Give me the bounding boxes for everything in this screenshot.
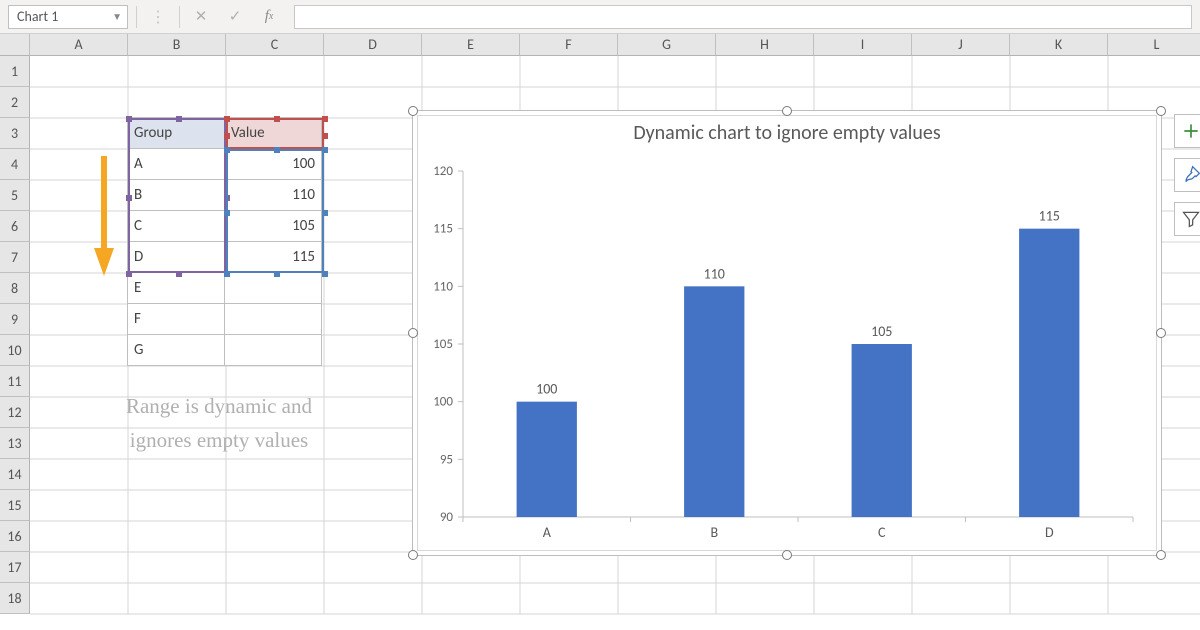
- down-arrow-icon: [92, 156, 116, 280]
- row-header[interactable]: 14: [0, 459, 30, 490]
- row-header[interactable]: 5: [0, 180, 30, 211]
- row-header[interactable]: 1: [0, 56, 30, 87]
- column-header[interactable]: D: [324, 34, 422, 56]
- chevron-down-icon[interactable]: ▼: [112, 10, 122, 23]
- cell[interactable]: Group: [127, 117, 225, 149]
- column-header[interactable]: F: [520, 34, 618, 56]
- row-header[interactable]: 7: [0, 242, 30, 273]
- resize-handle-e[interactable]: [1156, 328, 1166, 338]
- svg-text:110: 110: [433, 279, 453, 294]
- row-header[interactable]: 18: [0, 583, 30, 614]
- svg-text:100: 100: [433, 395, 453, 410]
- row-header[interactable]: 15: [0, 490, 30, 521]
- resize-handle-se[interactable]: [1156, 550, 1166, 560]
- cell[interactable]: [224, 334, 322, 366]
- cell[interactable]: G: [127, 334, 225, 366]
- cell[interactable]: 110: [224, 179, 322, 211]
- cell[interactable]: C: [127, 210, 225, 242]
- column-header[interactable]: K: [1010, 34, 1108, 56]
- svg-text:105: 105: [433, 337, 453, 352]
- row-header[interactable]: 2: [0, 87, 30, 118]
- svg-text:100: 100: [536, 381, 557, 398]
- cell[interactable]: 115: [224, 241, 322, 273]
- select-all-corner[interactable]: [0, 34, 30, 56]
- row-header[interactable]: 8: [0, 273, 30, 304]
- row-header[interactable]: 11: [0, 366, 30, 397]
- row-header[interactable]: 10: [0, 335, 30, 366]
- svg-text:110: 110: [704, 265, 725, 282]
- data-table[interactable]: GroupValueA100B110C105D115EFG: [128, 118, 322, 366]
- name-box[interactable]: Chart 1 ▼: [8, 5, 128, 29]
- row-header[interactable]: 16: [0, 521, 30, 552]
- enter-icon[interactable]: ✓: [222, 5, 248, 29]
- chart-plot-area[interactable]: 90 95 100 105 110 115 120 100 A 110 B 105 C 115 D: [413, 111, 1163, 557]
- column-header[interactable]: J: [912, 34, 1010, 56]
- column-header[interactable]: C: [226, 34, 324, 56]
- bar[interactable]: [852, 344, 912, 517]
- cell[interactable]: D: [127, 241, 225, 273]
- svg-text:115: 115: [433, 222, 453, 237]
- cell[interactable]: E: [127, 272, 225, 304]
- cell[interactable]: Value: [224, 117, 322, 149]
- svg-text:120: 120: [433, 164, 453, 179]
- column-header[interactable]: E: [422, 34, 520, 56]
- resize-handle-w[interactable]: [408, 328, 418, 338]
- column-header[interactable]: A: [30, 34, 128, 56]
- cell[interactable]: B: [127, 179, 225, 211]
- bar[interactable]: [517, 402, 577, 517]
- cell[interactable]: [224, 272, 322, 304]
- cells-area[interactable]: GroupValueA100B110C105D115EFG Range is d…: [30, 56, 1200, 630]
- cell[interactable]: 100: [224, 148, 322, 180]
- row-header[interactable]: 6: [0, 211, 30, 242]
- chart-filter-button[interactable]: [1174, 202, 1200, 236]
- row-header[interactable]: 9: [0, 304, 30, 335]
- formula-input[interactable]: [294, 5, 1192, 29]
- resize-handle-ne[interactable]: [1156, 106, 1166, 116]
- cell[interactable]: [224, 303, 322, 335]
- column-headers: ABCDEFGHIJKL: [30, 34, 1200, 56]
- resize-handle-n[interactable]: [782, 106, 792, 116]
- svg-text:115: 115: [1039, 208, 1060, 225]
- name-box-value: Chart 1: [17, 8, 58, 25]
- resize-handle-sw[interactable]: [408, 550, 418, 560]
- row-header[interactable]: 3: [0, 118, 30, 149]
- resize-handle-s[interactable]: [782, 550, 792, 560]
- svg-text:A: A: [543, 524, 552, 541]
- column-header[interactable]: B: [128, 34, 226, 56]
- fx-icon[interactable]: fx: [256, 5, 282, 29]
- cell[interactable]: A: [127, 148, 225, 180]
- cancel-icon[interactable]: ✕: [188, 5, 214, 29]
- column-header[interactable]: L: [1108, 34, 1200, 56]
- row-header[interactable]: 17: [0, 552, 30, 583]
- resize-handle-nw[interactable]: [408, 106, 418, 116]
- svg-text:105: 105: [871, 323, 892, 340]
- svg-text:D: D: [1045, 524, 1054, 541]
- formula-bar: Chart 1 ▼ ⋮ ✕ ✓ fx: [0, 0, 1200, 34]
- svg-text:90: 90: [440, 510, 454, 525]
- row-header[interactable]: 13: [0, 428, 30, 459]
- chart-styles-button[interactable]: [1174, 158, 1200, 192]
- chart-elements-button[interactable]: [1174, 114, 1200, 148]
- svg-text:C: C: [878, 524, 886, 541]
- row-header[interactable]: 4: [0, 149, 30, 180]
- row-header[interactable]: 12: [0, 397, 30, 428]
- column-header[interactable]: G: [618, 34, 716, 56]
- embedded-chart[interactable]: Dynamic chart to ignore empty values 909…: [412, 110, 1162, 556]
- dots-icon[interactable]: ⋮: [145, 5, 171, 29]
- column-header[interactable]: H: [716, 34, 814, 56]
- svg-text:B: B: [710, 524, 718, 541]
- spreadsheet-grid: ABCDEFGHIJKL 123456789101112131415161718…: [0, 34, 1200, 630]
- column-header[interactable]: I: [814, 34, 912, 56]
- bar[interactable]: [684, 286, 744, 517]
- bar[interactable]: [1019, 229, 1079, 517]
- svg-text:95: 95: [440, 452, 453, 467]
- row-headers: 123456789101112131415161718: [0, 56, 30, 614]
- cell[interactable]: F: [127, 303, 225, 335]
- separator: [179, 6, 180, 28]
- separator: [136, 6, 137, 28]
- annotation-text: Range is dynamic and ignores empty value…: [94, 390, 344, 457]
- cell[interactable]: 105: [224, 210, 322, 242]
